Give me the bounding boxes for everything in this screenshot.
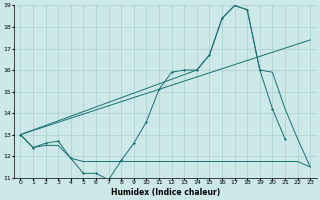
X-axis label: Humidex (Indice chaleur): Humidex (Indice chaleur) <box>111 188 220 197</box>
